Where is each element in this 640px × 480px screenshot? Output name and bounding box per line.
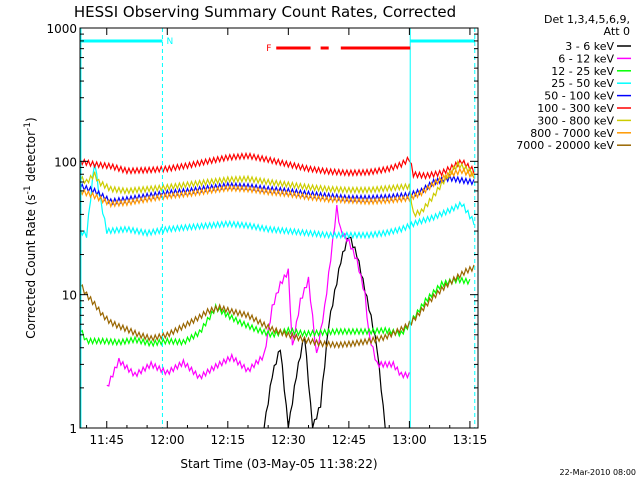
series-line-9: [79, 264, 475, 350]
chart-title: HESSI Observing Summary Count Rates, Cor…: [74, 3, 456, 21]
plot-markers: NF: [80, 28, 476, 428]
legend-header-line-2: Att 0: [604, 25, 630, 38]
plot-frame: [79, 27, 479, 429]
legend-entry-label: 300 - 800 keV: [537, 114, 614, 127]
series-line-8: [79, 167, 475, 209]
series-line-7: [79, 159, 475, 219]
legend-entry-label: 50 - 100 keV: [544, 90, 614, 103]
series-line-5: [79, 173, 475, 206]
legend-entry-label: 6 - 12 keV: [558, 52, 614, 65]
night-bar-label: N: [166, 37, 173, 47]
x-tick-label: 12:30: [271, 433, 306, 447]
series-line-3: [79, 275, 471, 348]
legend-entry-label: 100 - 300 keV: [537, 102, 614, 115]
series-line-6: [79, 151, 475, 181]
legend-header-line-1: Det 1,3,4,5,6,9,: [544, 13, 630, 26]
axes: 11:45 12:00 12:15 12:30 12:45 13:00 13:15 1 10 10…: [46, 22, 487, 447]
x-tick-label: 12:15: [211, 433, 246, 447]
legend-entry-label: 7000 - 20000 keV: [516, 139, 614, 152]
x-tick-label: 13:15: [453, 433, 488, 447]
y-tick-label: 1: [69, 422, 77, 436]
footer-date: 22-Mar-2010 08:00: [560, 468, 637, 477]
x-axis-label: Start Time (03-May-05 11:38:22): [180, 457, 377, 471]
flare-bar-label: F: [266, 44, 271, 54]
legend-entry-label: 800 - 7000 keV: [530, 127, 614, 140]
series-line-4: [79, 163, 475, 240]
legend-entry-label: 12 - 25 keV: [551, 65, 614, 78]
y-tick-label: 10: [62, 289, 77, 303]
x-tick-label: 13:00: [392, 433, 427, 447]
x-tick-label: 11:45: [89, 433, 124, 447]
y-tick-label: 1000: [46, 22, 77, 36]
x-tick-label: 12:00: [150, 433, 185, 447]
y-axis-label: Corrected Count Rate (s-1 detector-1): [23, 117, 38, 338]
y-tick-label: 100: [54, 155, 77, 169]
series-line-2: [106, 204, 410, 387]
legend-entry-label: 3 - 6 keV: [565, 40, 614, 53]
plot-series: [79, 151, 475, 429]
legend-entry-label: 25 - 50 keV: [551, 77, 614, 90]
x-tick-label: 12:45: [332, 433, 367, 447]
